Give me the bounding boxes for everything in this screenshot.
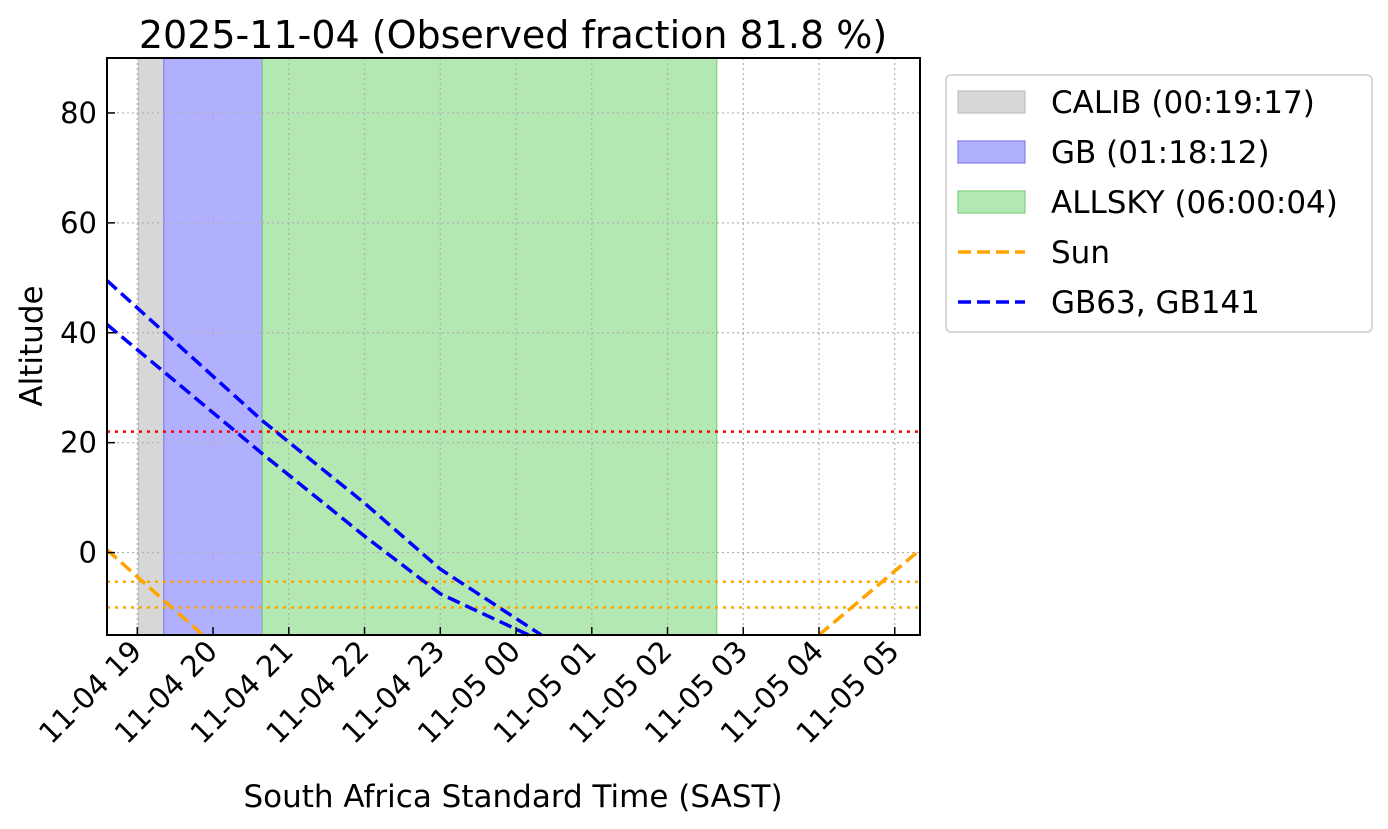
x-axis-label: South Africa Standard Time (SAST)	[243, 779, 782, 815]
series-lines	[105, 279, 922, 637]
y-axis-label: Altitude	[14, 285, 50, 406]
legend-swatch-0	[957, 90, 1026, 114]
series-1-segment-0	[105, 279, 543, 637]
legend-label-3: Sun	[1051, 235, 1110, 271]
y-tick-label-3: 60	[60, 206, 97, 240]
legend-label-1: GB (01:18:12)	[1051, 135, 1270, 171]
y-tick-label-2: 40	[60, 316, 97, 350]
legend: CALIB (00:19:17) GB (01:18:12) ALLSKY (06:…	[945, 74, 1373, 333]
legend-label-0: CALIB (00:19:17)	[1051, 85, 1315, 121]
chart-title: 2025-11-04 (Observed fraction 81.8 %)	[139, 13, 887, 57]
y-tick-label-4: 80	[60, 96, 97, 130]
series-0-segment-1	[817, 548, 922, 637]
legend-items: CALIB (00:19:17) GB (01:18:12) ALLSKY (06:…	[957, 85, 1338, 321]
legend-label-4: GB63, GB141	[1051, 285, 1260, 321]
span-0	[137, 57, 165, 636]
plot-area-frame	[106, 57, 921, 636]
span-2	[261, 57, 718, 636]
y-tick-label-0: 0	[79, 536, 97, 570]
series-0-segment-0	[105, 548, 205, 637]
y-axis-ticks: 0 20 40 60 80	[60, 96, 115, 570]
legend-box	[945, 74, 1373, 333]
series-1-segment-1	[105, 323, 530, 637]
legend-swatch-1	[957, 140, 1026, 164]
grid-lines	[107, 58, 920, 635]
legend-label-2: ALLSKY (06:00:04)	[1051, 185, 1338, 221]
legend-swatch-2	[957, 190, 1026, 214]
y-tick-label-1: 20	[60, 426, 97, 460]
observation-spans	[137, 57, 718, 636]
